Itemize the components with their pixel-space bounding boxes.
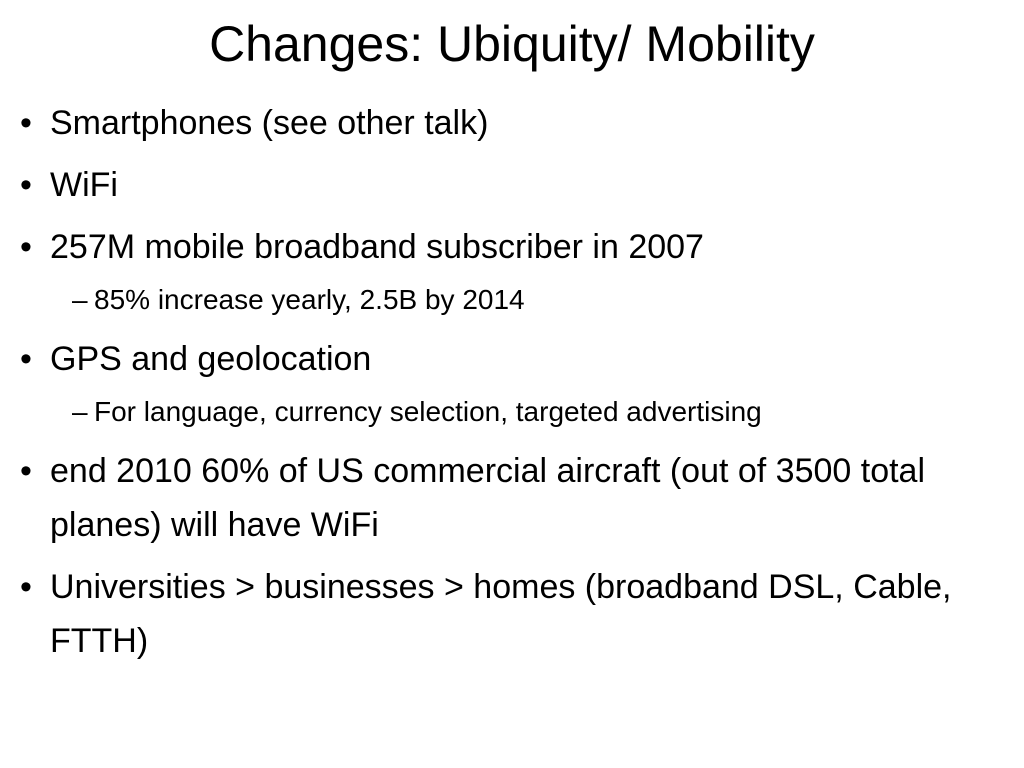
sub-bullet-marker: – bbox=[72, 396, 88, 427]
bullet-text: GPS and geolocation bbox=[50, 340, 372, 378]
bullet-marker: • bbox=[20, 452, 32, 490]
bullet-item: • 257M mobile broadband subscriber in 20… bbox=[14, 220, 1004, 274]
bullet-marker: • bbox=[20, 228, 32, 266]
sub-bullet-marker: – bbox=[72, 284, 88, 315]
sub-bullet-text: 85% increase yearly, 2.5B by 2014 bbox=[94, 284, 525, 315]
bullet-item: • end 2010 60% of US commercial aircraft… bbox=[14, 444, 1004, 552]
bullet-item: • WiFi bbox=[14, 158, 1004, 212]
bullet-marker: • bbox=[20, 104, 32, 142]
bullet-marker: • bbox=[20, 568, 32, 606]
bullet-item: • Smartphones (see other talk) bbox=[14, 96, 1004, 150]
bullet-text: end 2010 60% of US commercial aircraft (… bbox=[50, 452, 926, 544]
sub-bullet-item: – For language, currency selection, targ… bbox=[14, 390, 1004, 434]
bullet-item: • GPS and geolocation bbox=[14, 332, 1004, 386]
bullet-list: • Smartphones (see other talk) • WiFi • … bbox=[14, 96, 1004, 676]
bullet-marker: • bbox=[20, 166, 32, 204]
bullet-text: 257M mobile broadband subscriber in 2007 bbox=[50, 228, 704, 266]
bullet-text: Smartphones (see other talk) bbox=[50, 104, 489, 142]
bullet-item: • Universities > businesses > homes (bro… bbox=[14, 560, 1004, 668]
bullet-text: Universities > businesses > homes (broad… bbox=[50, 568, 952, 660]
slide-title: Changes: Ubiquity/ Mobility bbox=[209, 16, 815, 72]
bullet-text: WiFi bbox=[50, 166, 118, 204]
sub-bullet-item: – 85% increase yearly, 2.5B by 2014 bbox=[14, 278, 1004, 322]
bullet-marker: • bbox=[20, 340, 32, 378]
sub-bullet-text: For language, currency selection, target… bbox=[94, 396, 762, 427]
